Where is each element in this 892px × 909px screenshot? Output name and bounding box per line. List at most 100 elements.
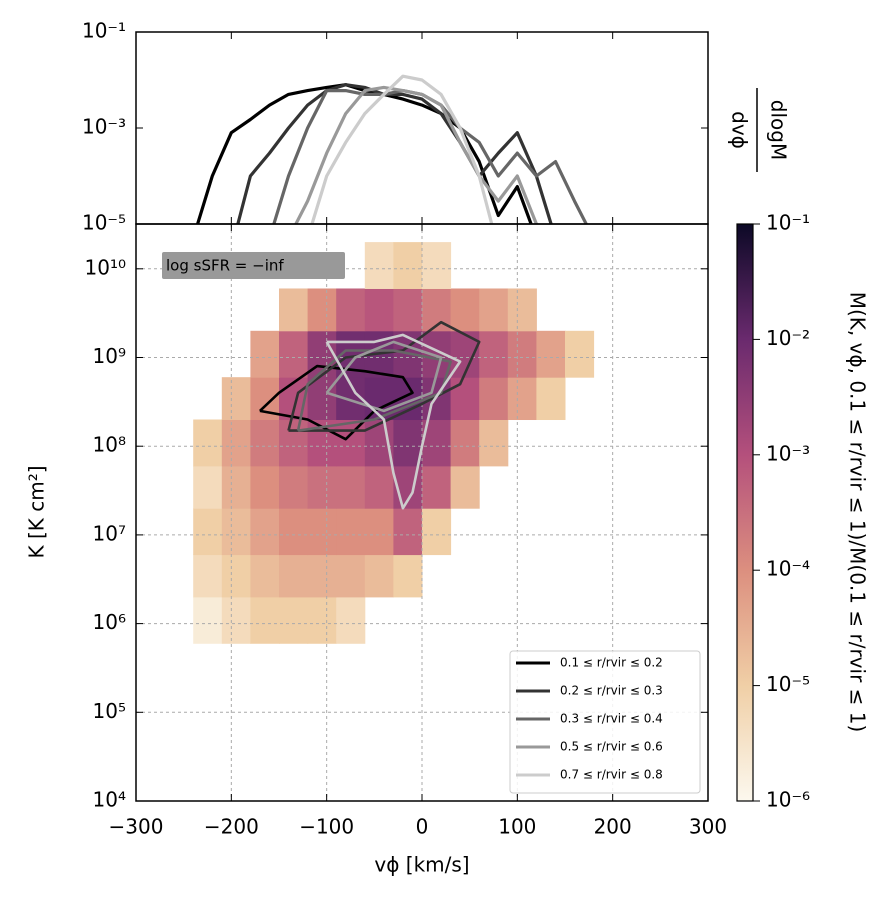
heat-cell (336, 465, 366, 509)
axes: 10⁻¹ 10⁻³ 10⁻⁵ 0.1 ≤ r/rvir ≤ 0.2 0.2 ≤ r/rv… (82, 19, 810, 839)
y-tick-label: 10¹⁰ (85, 255, 126, 279)
heat-cell (479, 330, 509, 378)
y-tick-label: 10⁹ (93, 344, 126, 368)
heat-cell (221, 508, 251, 556)
profiles (195, 74, 589, 224)
heat-cell (193, 419, 223, 467)
heat-cell (250, 596, 280, 644)
annotation-box (162, 252, 345, 279)
annotation: log sSFR = −inf (166, 257, 284, 275)
colorbar (736, 223, 754, 802)
heat-cell (479, 377, 509, 421)
top-frame (135, 31, 709, 225)
x-tick-label: 100 (498, 815, 536, 839)
heat-cell (193, 508, 223, 556)
heat-cell (193, 465, 223, 509)
heat-cell (507, 288, 537, 332)
x-tick-label: −300 (109, 815, 164, 839)
heat-cell (250, 554, 280, 598)
heat-cell (279, 554, 309, 598)
heat-cell (279, 508, 309, 556)
heat-cell (422, 465, 452, 509)
heat-cell (479, 288, 509, 332)
heat-cell (307, 596, 337, 644)
heat-cell (393, 419, 423, 467)
heat-cell (221, 465, 251, 509)
profile-line (310, 74, 494, 224)
legend-label: 0.3 ≤ r/rvir ≤ 0.4 (560, 712, 663, 726)
heat-cell (250, 508, 280, 556)
heat-cell (307, 377, 337, 421)
heat-cell (393, 554, 423, 598)
heat-cell (250, 465, 280, 509)
legend-label: 0.5 ≤ r/rvir ≤ 0.6 (560, 740, 663, 754)
heat-cell (193, 554, 223, 598)
colorbar-tick-label: 10⁻² (766, 326, 810, 350)
y-tick-label: 10⁶ (93, 610, 126, 634)
x-tick-label: 0 (416, 815, 429, 839)
heat-cell (364, 242, 394, 289)
heat-cell (221, 596, 251, 644)
heat-cell (250, 330, 280, 378)
heat-cell (307, 554, 337, 598)
contour (325, 333, 462, 510)
heat-cell (364, 508, 394, 556)
heat-cell (336, 288, 366, 332)
profile-line (294, 85, 540, 224)
legend-label: 0.1 ≤ r/rvir ≤ 0.2 (560, 656, 663, 670)
heat-cell (279, 419, 309, 467)
heat-cell (450, 288, 480, 332)
heat-cell (307, 508, 337, 556)
contour (296, 349, 452, 432)
heat-cell (507, 377, 537, 421)
heat-cell (536, 377, 566, 421)
heat-cell (279, 465, 309, 509)
x-tick-label: −200 (204, 815, 259, 839)
heat-cell (221, 419, 251, 467)
heat-cell (450, 377, 480, 421)
heat-cell (393, 242, 423, 289)
y-tick-label: 10⁻³ (82, 115, 126, 139)
colorbar-tick-label: 10⁻¹ (766, 211, 810, 235)
y-tick-label: 10⁸ (93, 433, 126, 457)
heat-cell (221, 554, 251, 598)
colorbar-tick-label: 10⁻³ (766, 441, 810, 465)
heat-cell (279, 288, 309, 332)
contours (259, 320, 481, 510)
heat-cell (393, 508, 423, 556)
colorbar-tick-label: 10⁻⁶ (766, 788, 810, 812)
contour (325, 340, 443, 413)
heat-cell (393, 288, 423, 332)
heat-cell (479, 419, 509, 467)
heat-cell (536, 330, 566, 378)
heatmap (193, 242, 595, 644)
legend-box (509, 650, 701, 794)
y2-label-numerator: dlogM (767, 100, 791, 160)
heat-cell (336, 554, 366, 598)
heat-cell (364, 288, 394, 332)
colorbar-label: M(K, vϕ, 0.1 ≤ r/rvir ≤ 1)/M(0.1 ≤ r/rvi… (846, 292, 870, 733)
heat-cell (422, 242, 452, 289)
y-tick-label: 10⁻⁵ (82, 211, 126, 235)
profile-line (272, 89, 589, 224)
legend-label: 0.7 ≤ r/rvir ≤ 0.8 (560, 768, 663, 782)
heat-cell (221, 377, 251, 421)
heat-cell (507, 330, 537, 378)
contour (287, 320, 481, 432)
x-tick-label: 200 (594, 815, 632, 839)
legend-label: 0.2 ≤ r/rvir ≤ 0.3 (560, 684, 663, 698)
y-axis-label: K [K cm²] (25, 465, 49, 558)
heat-cell (450, 465, 480, 509)
heat-cell (336, 508, 366, 556)
colorbar-tick-label: 10⁻⁴ (766, 557, 810, 581)
heat-cell (307, 288, 337, 332)
x-axis-label: vϕ [km/s] (374, 853, 469, 877)
heat-cell (336, 419, 366, 467)
profile-line (195, 83, 533, 224)
y-tick-label: 10⁻¹ (82, 19, 126, 43)
heat-cell (364, 554, 394, 598)
heat-cell (565, 330, 595, 378)
heat-cell (422, 508, 452, 556)
x-tick-label: 300 (689, 815, 727, 839)
